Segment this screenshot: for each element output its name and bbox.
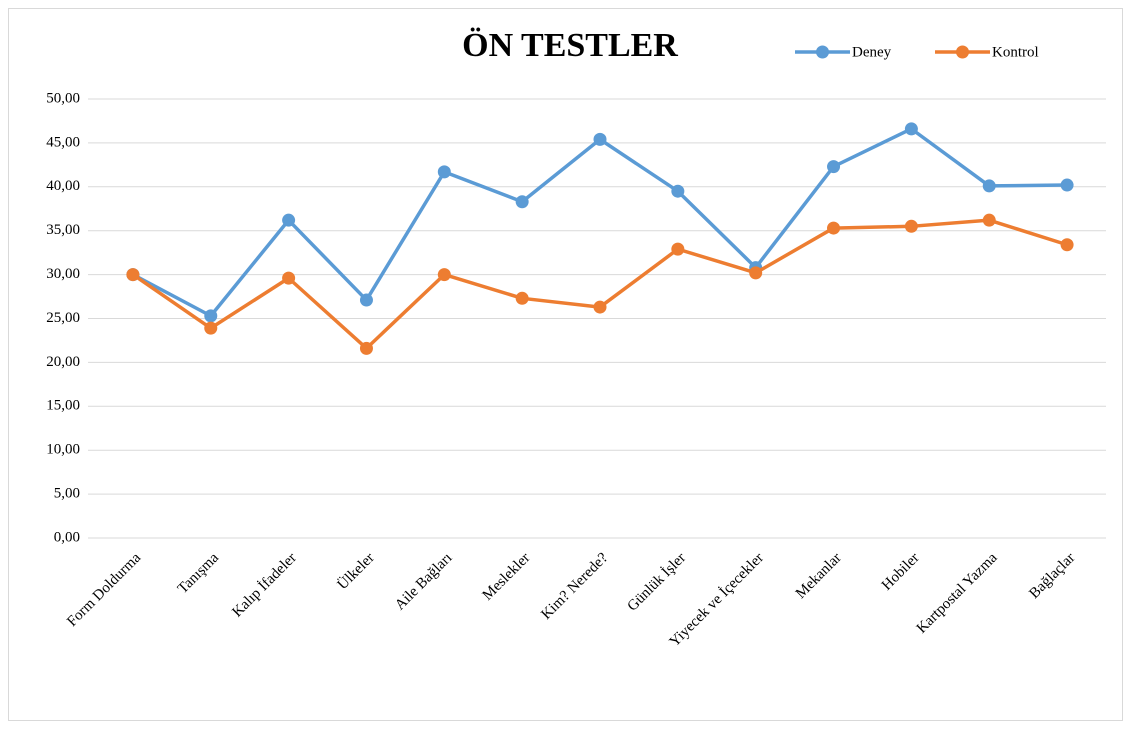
data-point — [671, 242, 685, 256]
y-tick-label: 30,00 — [46, 266, 80, 282]
data-point — [515, 291, 529, 305]
data-point — [437, 268, 451, 282]
data-point — [515, 195, 529, 209]
y-tick-label: 50,00 — [46, 90, 80, 106]
legend-marker — [956, 45, 969, 59]
y-tick-label: 15,00 — [46, 398, 80, 414]
data-point — [671, 184, 685, 198]
legend-label: Kontrol — [992, 44, 1039, 60]
data-point — [982, 179, 996, 193]
data-point — [827, 221, 841, 235]
data-point — [982, 213, 996, 227]
legend-label: Deney — [852, 44, 892, 60]
chart-title: ÖN TESTLER — [462, 27, 678, 64]
data-point — [204, 309, 218, 323]
data-point — [437, 165, 451, 179]
data-point — [359, 341, 373, 355]
data-point — [359, 293, 373, 307]
y-tick-label: 0,00 — [54, 529, 80, 545]
data-point — [282, 213, 296, 227]
data-point — [204, 321, 218, 335]
data-point — [827, 160, 841, 174]
chart-border — [8, 8, 1123, 721]
y-tick-label: 20,00 — [46, 354, 80, 370]
data-point — [593, 132, 607, 146]
y-tick-label: 25,00 — [46, 310, 80, 326]
data-point — [282, 271, 296, 285]
data-point — [904, 122, 918, 136]
y-tick-label: 5,00 — [54, 486, 80, 502]
data-point — [904, 219, 918, 233]
y-tick-label: 35,00 — [46, 222, 80, 238]
y-tick-label: 45,00 — [46, 134, 80, 150]
y-tick-label: 10,00 — [46, 442, 80, 458]
data-point — [126, 268, 140, 282]
data-point — [593, 300, 607, 314]
data-point — [1060, 178, 1074, 192]
y-tick-label: 40,00 — [46, 178, 80, 194]
data-point — [1060, 238, 1074, 252]
data-point — [749, 266, 763, 280]
legend-marker — [816, 45, 829, 59]
